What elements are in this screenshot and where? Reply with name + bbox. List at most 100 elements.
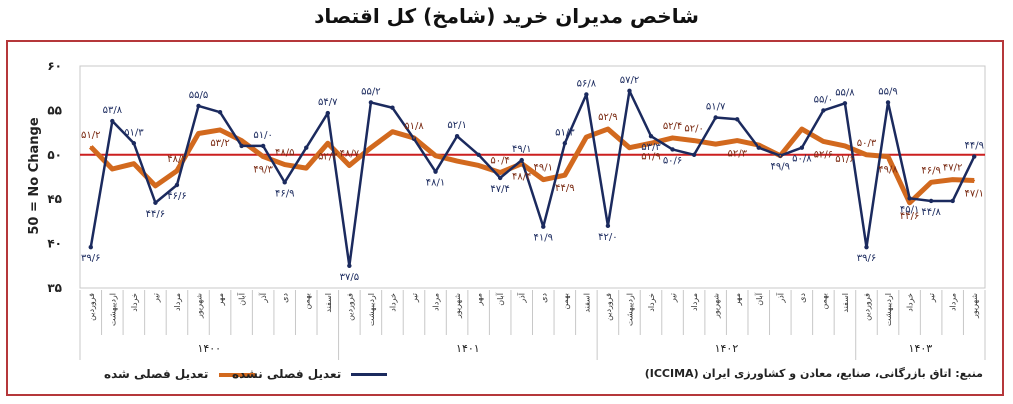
unadjusted-data-label: ۵۱/۳ [555,127,575,138]
x-tick-label: دی [539,293,548,303]
adjusted-point [240,139,243,142]
x-tick-label: مرداد [432,293,441,311]
adjusted-data-label: ۵۰/۳ [857,138,877,149]
x-tick-label: آبان [754,292,764,306]
unadjusted-point [217,109,223,115]
legend-unadjusted-swatch [351,373,388,376]
adjusted-point [413,137,415,139]
adjusted-point [887,155,889,158]
unadjusted-point [562,141,568,146]
chart-frame [6,40,1004,396]
adjusted-point [801,128,803,130]
adjusted-data-label: ۴۹/۳ [253,165,273,176]
legend-adjusted-label: تعدیل فصلی شده [104,367,209,381]
unadjusted-point [368,100,374,105]
unadjusted-data-label: ۴۹/۱ [512,144,531,155]
adjusted-data-label: ۵۲/۴ [663,121,682,132]
unadjusted-data-label: ۵۵/۵ [189,90,208,101]
adjusted-point [477,164,480,167]
x-tick-label: بهمن [302,293,311,310]
y-tick-label: ۶۰ [47,59,62,73]
adjusted-point [111,168,114,170]
adjusted-data-label: ۵۱/۲ [81,130,100,141]
unadjusted-data-label: ۳۹/۶ [81,253,100,264]
unadjusted-data-label: ۵۱/۰ [253,130,272,141]
unadjusted-point [627,88,632,94]
unadjusted-point [497,175,503,181]
unadjusted-point [713,115,718,120]
x-tick-label: آبان [495,292,505,306]
unadjusted-point [950,198,955,204]
unadjusted-point [282,180,287,185]
x-tick-label: شهریور [195,293,204,319]
unadjusted-series-line [89,89,976,268]
adjusted-point [844,145,846,147]
adjusted-data-label: ۵۰/۴ [490,156,509,167]
unadjusted-data-label: ۴۹/۹ [771,162,790,173]
adjusted-point [262,155,264,158]
unadjusted-point [907,196,912,201]
unadjusted-point [799,145,805,150]
adjusted-point [650,142,652,145]
x-tick-label: آذر [517,292,527,303]
unadjusted-point [756,145,761,150]
adjusted-point [757,144,760,146]
unadjusted-data-label: ۴۴/۶ [146,209,165,220]
unadjusted-point [325,110,330,116]
unadjusted-point [131,141,137,146]
adjusted-data-label: ۴۴/۹ [555,183,574,194]
adjusted-point [628,146,631,149]
adjusted-point [219,129,221,131]
unadjusted-point [584,92,589,97]
unadjusted-data-label: ۵۰/۶ [663,155,682,166]
x-tick-label: آذر [258,292,268,303]
unadjusted-data-label: ۵۵/۸ [835,87,855,98]
unadjusted-data-label: ۴۶/۹ [275,188,294,199]
x-tick-label: تیر [927,293,936,303]
adjusted-data-label: ۴۹/۸ [878,165,898,176]
unadjusted-data-label: ۵۵/۰ [814,94,833,105]
adjusted-point [370,146,372,149]
x-tick-label: مهر [733,293,742,306]
year-label: ۱۴۰۲ [715,342,739,355]
unadjusted-point [88,244,93,250]
unadjusted-point [735,117,740,122]
unadjusted-data-label: ۴۲/۰ [598,232,617,243]
x-tick-label: فروردین [345,293,354,321]
x-tick-label: فروردین [862,293,871,321]
unadjusted-point [174,182,180,188]
unadjusted-point [304,145,309,150]
adjusted-data-label: ۴۸/۲ [167,154,186,165]
adjusted-point [197,132,200,135]
unadjusted-data-label: ۵۰/۸ [792,154,812,165]
x-tick-label: مرداد [690,293,699,311]
unadjusted-point [864,244,869,250]
unadjusted-data-label: ۵۵/۹ [878,86,897,97]
unadjusted-point [433,169,438,174]
unadjusted-data-label: ۳۹/۶ [857,253,876,264]
unadjusted-point [842,101,848,106]
y-tick-label: ۴۵ [47,192,62,206]
adjusted-point [930,181,932,184]
adjusted-point [973,179,976,182]
x-tick-label: مرداد [173,293,182,311]
adjusted-point [176,169,178,172]
x-tick-label: تیر [410,293,419,303]
unadjusted-point [239,143,244,149]
x-tick-label: شهریور [712,293,721,319]
unadjusted-point [648,133,654,139]
adjusted-point [283,163,286,166]
adjusted-point [671,137,674,139]
adjusted-data-label: ۵۲/۰ [684,124,703,135]
plot-area [79,65,986,289]
unadjusted-point [390,105,395,110]
adjusted-data-label: ۴۹/۱ [534,163,553,174]
y-tick-label: ۳۵ [47,281,62,295]
year-label: ۱۴۰۳ [909,342,933,355]
unadjusted-data-label: ۵۷/۲ [620,75,639,86]
unadjusted-point [260,143,266,149]
adjusted-point [585,136,588,138]
adjusted-point [305,167,308,169]
adjusted-data-label: ۴۴/۶ [900,211,919,222]
